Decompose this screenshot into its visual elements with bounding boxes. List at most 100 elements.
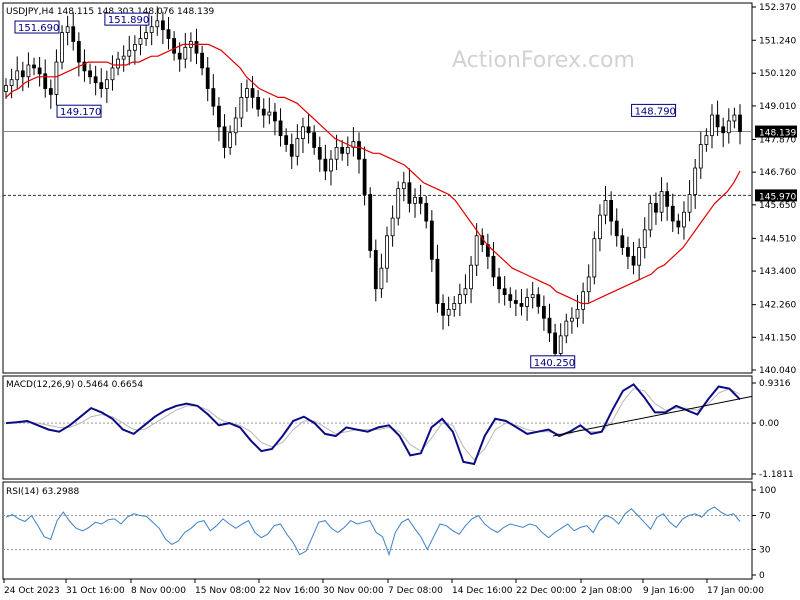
candle-body — [592, 238, 597, 278]
candle-body — [121, 55, 126, 60]
time-tick-label: 24 Oct 2023 — [4, 586, 60, 596]
price-tick-label: 141.150 — [759, 333, 796, 343]
candle-body — [138, 38, 143, 45]
annotation-label: 140.250 — [534, 358, 575, 369]
macd-panel: MACD(12,26,9) 0.5464 0.6654 0.9316 0.00 -1… — [2, 375, 794, 480]
signal-line — [5, 388, 741, 461]
rsi-tick-label: 0 — [759, 571, 765, 581]
candle-body — [183, 46, 188, 60]
candle-body — [693, 167, 698, 195]
candle-body — [631, 255, 636, 266]
time-tick-label: 22 Dec 00:00 — [516, 586, 577, 596]
candle-body — [637, 247, 642, 266]
rsi-tick-label: 70 — [759, 512, 771, 522]
candle-body — [485, 244, 490, 257]
candle-body — [530, 294, 535, 298]
candle-body — [564, 320, 569, 337]
candle-body — [155, 20, 160, 28]
candle-body — [217, 105, 221, 128]
price-tick-label: 152.370 — [759, 3, 796, 13]
price-tags: 148.139 145.970 — [755, 125, 797, 202]
price-level-lines — [3, 131, 752, 196]
candle-body — [385, 235, 389, 269]
macd-trendline — [552, 395, 753, 437]
candle-body — [278, 120, 283, 137]
time-tick-label: 14 Dec 16:00 — [452, 586, 513, 596]
rsi-tick-label: 100 — [759, 486, 776, 496]
candle-body — [301, 126, 305, 139]
price-tick-label: 149.010 — [759, 102, 796, 112]
annotation-label: 151.690 — [18, 23, 59, 34]
candle-body — [340, 147, 345, 154]
candle-body — [598, 214, 602, 240]
macd-panel-title: MACD(12,26,9) 0.5464 0.6654 — [6, 380, 143, 390]
candle-body — [194, 41, 199, 54]
candle-body — [20, 70, 25, 78]
macd-tick-label: 0.00 — [759, 419, 779, 429]
candle-body — [726, 120, 731, 134]
price-tick-label: 151.240 — [759, 36, 796, 46]
rsi-panel-title: RSI(14) 63.2988 — [6, 487, 79, 497]
level-tag-label: 145.970 — [759, 192, 796, 202]
candle-body — [575, 308, 580, 319]
candle-body — [32, 64, 36, 69]
candle-body — [88, 70, 92, 78]
macd-axis: 0.9316 0.00 -1.1811 — [752, 379, 794, 480]
candle-body — [682, 211, 686, 228]
candle-body — [581, 291, 586, 310]
price-tick-label: 147.870 — [759, 135, 796, 145]
price-panel-frame — [2, 2, 753, 374]
price-tick-label: 145.650 — [759, 201, 796, 211]
candle-body — [452, 303, 457, 310]
candle-body — [502, 288, 507, 296]
candle-body — [267, 111, 272, 116]
candle-body — [732, 114, 737, 122]
candle-body — [160, 20, 165, 31]
candle-body — [396, 188, 401, 219]
price-tick-label: 150.120 — [759, 69, 796, 79]
candle-body — [334, 147, 339, 160]
candle-body — [250, 88, 255, 98]
annotation-label: 148.790 — [635, 106, 676, 117]
rsi-line — [3, 506, 752, 557]
candle-body — [536, 294, 541, 307]
candle-body — [323, 158, 328, 172]
candle-body — [390, 217, 395, 237]
candle-body — [239, 96, 244, 119]
price-panel-title: USDJPY,H4 148.115 148.303 148.076 148.13… — [6, 7, 215, 17]
candle-body — [82, 61, 87, 72]
candle-body — [407, 182, 412, 204]
rsi-tick-label: 30 — [759, 546, 771, 556]
rsi-polyline — [5, 506, 741, 557]
candle-body — [76, 41, 81, 63]
candle-body — [519, 303, 524, 307]
candle-body — [413, 197, 417, 204]
candle-body — [345, 147, 350, 154]
candle-body — [463, 288, 468, 296]
candle-body — [93, 76, 98, 84]
candle-body — [648, 202, 653, 231]
candle-body — [642, 229, 647, 248]
candle-body — [424, 202, 429, 222]
rsi-axis: 100 70 30 0 — [752, 486, 776, 581]
candle-body — [435, 258, 440, 304]
price-tick-label: 140.040 — [759, 366, 796, 376]
candle-body — [373, 250, 378, 290]
candle-body — [104, 79, 109, 89]
candle-body — [149, 26, 154, 34]
candle-body — [211, 88, 216, 107]
candle-body — [429, 220, 434, 260]
candle-body — [614, 220, 619, 237]
candle-body — [15, 70, 20, 81]
candle-body — [54, 61, 59, 95]
time-tick-label: 22 Nov 16:00 — [259, 586, 320, 596]
annotation-box — [631, 103, 677, 117]
time-tick-label: 9 Jan 16:00 — [643, 586, 695, 596]
candle-body — [446, 308, 451, 316]
candle-body — [26, 64, 31, 78]
time-tick-label: 31 Oct 16:00 — [66, 586, 125, 596]
candle-body — [670, 205, 675, 222]
candle-body — [65, 26, 70, 34]
price-tick-label: 143.400 — [759, 267, 796, 277]
